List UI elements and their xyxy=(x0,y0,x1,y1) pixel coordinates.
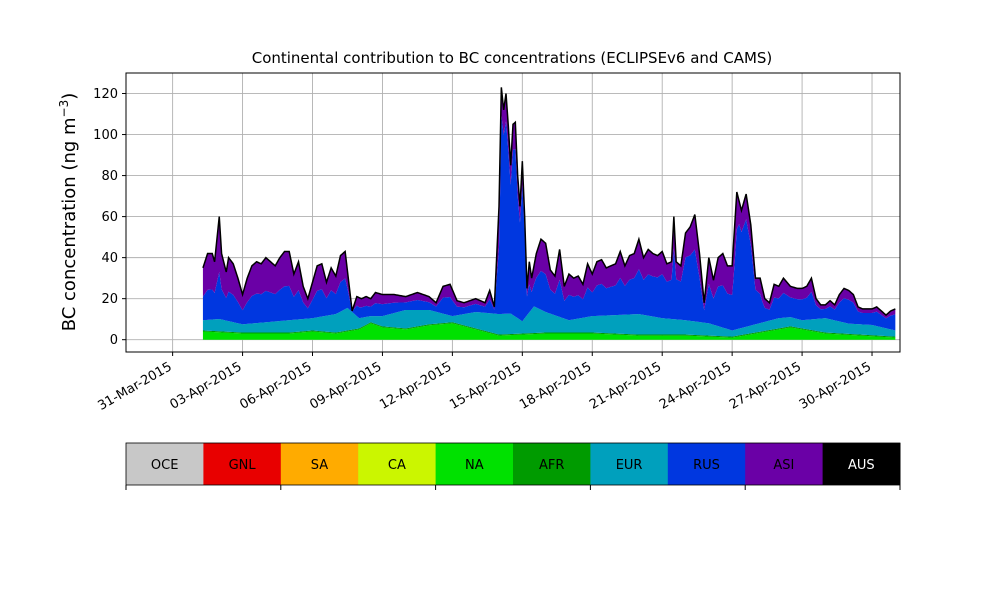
colorbar-legend: OCE GNL SA CA NA AFR EUR RUS ASI AUS xyxy=(125,442,901,490)
x-tick-label: 03-Apr-2015 xyxy=(167,359,244,412)
y-axis-label-exponent: −3 xyxy=(57,100,71,118)
legend-label-aus: AUS xyxy=(848,458,875,473)
legend-swatch-rus xyxy=(667,443,746,485)
y-tick-label: 20 xyxy=(101,292,118,307)
area-series-eur xyxy=(202,306,896,337)
legend-swatch-na xyxy=(435,443,514,485)
y-tick-label: 60 xyxy=(101,210,118,225)
legend-label-afr: AFR xyxy=(539,458,564,473)
y-axis-label-end: ) xyxy=(59,93,80,100)
plot-frame xyxy=(125,72,901,353)
area-series-asi xyxy=(202,87,896,319)
y-axis-label: BC concentration (ng m−3) xyxy=(57,93,80,332)
area-series-rus xyxy=(202,114,896,331)
total-line xyxy=(202,87,896,317)
y-tick-label: 100 xyxy=(93,128,118,143)
legend-label-asi: ASI xyxy=(773,458,794,473)
legend-frame xyxy=(125,442,901,486)
legend-label-sa: SA xyxy=(311,458,328,473)
x-tick-label: 27-Apr-2015 xyxy=(727,359,804,412)
legend-label-gnl: GNL xyxy=(229,458,257,473)
y-tick-label: 80 xyxy=(101,169,118,184)
y-axis-label-main: BC concentration (ng m xyxy=(59,117,80,331)
x-tick-label: 30-Apr-2015 xyxy=(797,359,874,412)
x-tick-label: 12-Apr-2015 xyxy=(377,359,454,412)
legend-swatch-asi xyxy=(745,443,824,485)
legend-label-rus: RUS xyxy=(693,458,720,473)
legend-swatch-eur xyxy=(590,443,669,485)
legend-swatch-gnl xyxy=(203,443,282,485)
legend-swatch-oce xyxy=(126,443,204,485)
legend-swatch-ca xyxy=(358,443,437,485)
y-tick-label: 0 xyxy=(110,333,118,348)
y-tick-label: 120 xyxy=(93,87,118,102)
x-tick-label: 09-Apr-2015 xyxy=(307,359,384,412)
x-tick-label: 06-Apr-2015 xyxy=(237,359,314,412)
legend-label-ca: CA xyxy=(388,458,406,473)
legend-swatch-sa xyxy=(280,443,359,485)
chart-title: Continental contribution to BC concentra… xyxy=(252,49,773,67)
legend-label-na: NA xyxy=(465,458,484,473)
y-tick-label: 40 xyxy=(101,251,118,266)
x-tick-label: 15-Apr-2015 xyxy=(447,359,524,412)
x-tick-label: 31-Mar-2015 xyxy=(95,359,174,413)
x-tick-label: 21-Apr-2015 xyxy=(587,359,664,412)
legend-swatch-aus xyxy=(822,443,901,485)
area-series-na xyxy=(202,323,896,340)
legend-label-oce: OCE xyxy=(151,458,179,473)
legend-label-eur: EUR xyxy=(616,458,643,473)
plot-area: 0 20 40 60 80 100 120 31-Mar-201503-Apr-201506-… xyxy=(93,72,901,414)
legend-swatch-afr xyxy=(513,443,591,485)
x-tick-label: 24-Apr-2015 xyxy=(657,359,734,412)
x-tick-label: 18-Apr-2015 xyxy=(517,359,594,412)
